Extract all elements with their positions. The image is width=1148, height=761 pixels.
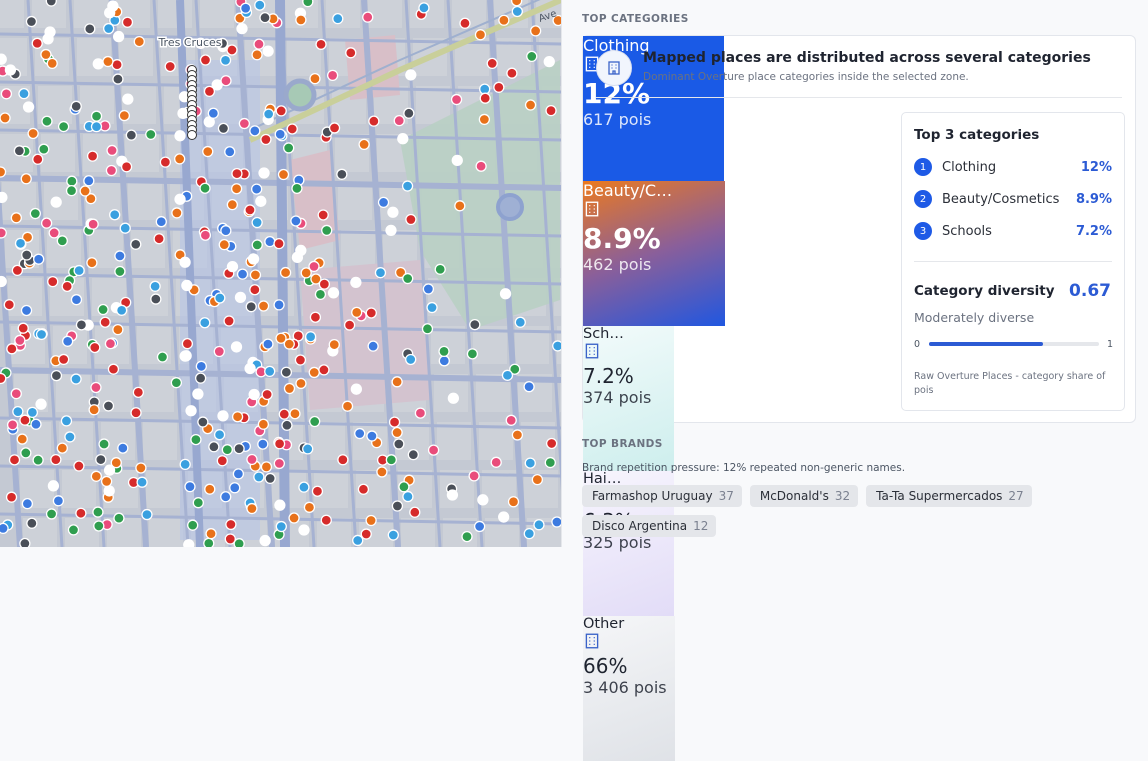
rank-badge: 3 [914, 222, 932, 240]
brand-chip[interactable]: Ta-Ta Supermercados 27 [866, 485, 1032, 507]
map[interactable]: Tres Cruces Ave [0, 0, 561, 547]
section-title: TOP BRANDS [582, 438, 663, 450]
brand-chip[interactable]: McDonald's 32 [749, 485, 859, 507]
categories-card: Mapped places are distributed across sev… [582, 35, 1136, 761]
brand-count: 27 [1008, 489, 1024, 503]
diversity-note: Raw Overture Places - category share of … [914, 371, 1106, 396]
tile-share: 7.2% [583, 364, 634, 388]
category-tile[interactable]: Other 66% 3 406 pois [583, 616, 675, 761]
tile-label: Clothing [583, 36, 650, 55]
divider [914, 261, 1112, 262]
tile-label: Beauty/C… [583, 181, 673, 200]
summary-subtitle: Dominant Overture place categories insid… [643, 71, 969, 83]
category-tile[interactable]: Sch… 7.2% 374 pois [583, 326, 674, 471]
diversity-track [929, 342, 1099, 346]
rank-share: 8.9% [1075, 191, 1112, 207]
divider [596, 97, 1122, 98]
scale-max: 1 [1107, 339, 1114, 350]
top3-box: Top 3 categories Category diversity 0.67… [901, 112, 1125, 411]
rank-share: 7.2% [1075, 223, 1112, 239]
brand-name: Disco Argentina [592, 519, 688, 533]
tile-label: Sch… [583, 326, 624, 342]
summary-title: Mapped places are distributed across sev… [643, 50, 1091, 66]
brand-count: 32 [834, 489, 851, 503]
rank-name: Clothing [942, 159, 997, 175]
diversity-bar [929, 342, 1043, 346]
tile-count: 617 pois [583, 110, 652, 129]
diversity-value: 0.67 [1069, 281, 1111, 301]
tile-label: Other [583, 616, 625, 632]
brand-name: Farmashop Uruguay [592, 489, 713, 503]
map-label: Tres Cruces [157, 36, 221, 49]
brand-name: Ta-Ta Supermercados [876, 489, 1003, 503]
section-title: TOP CATEGORIES [582, 13, 689, 25]
tile-label: Hai… [583, 471, 622, 487]
rank-badge: 2 [914, 190, 932, 208]
diversity-title: Category diversity [914, 283, 1055, 299]
brand-count: 12 [693, 519, 709, 533]
rank-name: Schools [942, 223, 992, 239]
tile-share: 66% [583, 654, 628, 678]
scale-min: 0 [914, 339, 921, 350]
brand-chip[interactable]: Farmashop Uruguay 37 [582, 485, 742, 507]
diversity-label: Moderately diverse [914, 310, 1035, 325]
brand-count: 37 [718, 489, 734, 503]
ranking-row: 3 Schools 7.2% [914, 221, 1112, 241]
tile-count: 374 pois [583, 388, 652, 407]
tile-count: 462 pois [583, 255, 652, 274]
brand-chip[interactable]: Disco Argentina 12 [582, 515, 717, 537]
brands-subtitle: Brand repetition pressure: 12% repeated … [582, 462, 906, 474]
rank-share: 12% [1080, 159, 1112, 175]
brand-name: McDonald's [759, 489, 829, 503]
ranking-row: 1 Clothing 12% [914, 157, 1112, 177]
top3-title: Top 3 categories [914, 127, 1040, 143]
rank-name: Beauty/Cosmetics [942, 191, 1060, 207]
tile-count: 3 406 pois [583, 678, 667, 697]
rank-badge: 1 [914, 158, 932, 176]
category-tile[interactable]: Beauty/C… 8.9% 462 pois [583, 181, 725, 326]
summary-icon [596, 50, 632, 86]
ranking-row: 2 Beauty/Cosmetics 8.9% [914, 189, 1112, 209]
brand-list: Farmashop Uruguay 37 McDonald's 32 Ta-Ta Sup… [582, 485, 1052, 545]
tile-share: 8.9% [583, 222, 661, 255]
